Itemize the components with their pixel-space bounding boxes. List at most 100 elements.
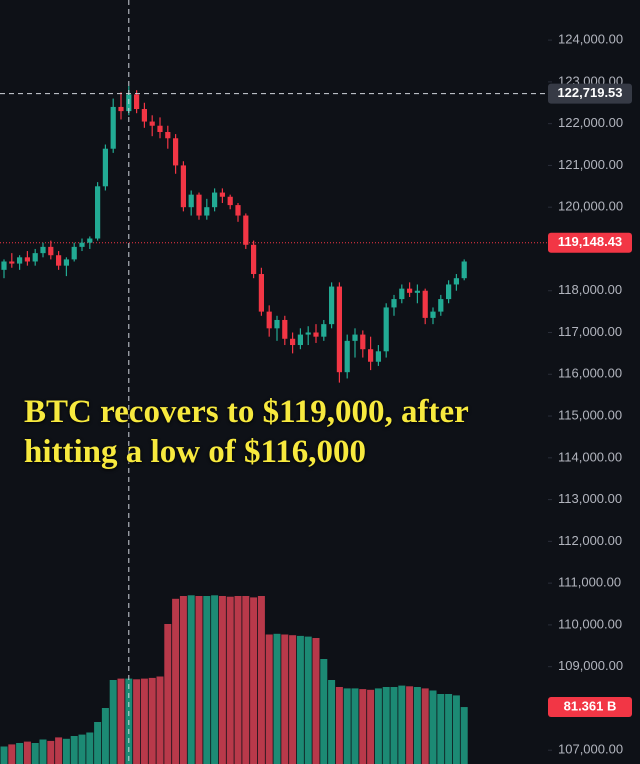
y-tick-label: 112,000.00: [558, 533, 622, 548]
candle-body: [79, 242, 85, 247]
candle-body: [453, 278, 459, 285]
candle-body: [274, 319, 280, 329]
crosshair-label: 122,719.53: [557, 85, 622, 100]
volume-bar: [47, 740, 55, 764]
volume-bar: [382, 687, 390, 764]
volume-bar: [16, 743, 24, 764]
candle-body: [360, 334, 366, 350]
candle-body: [48, 246, 54, 256]
y-tick-label: 122,000.00: [558, 115, 623, 130]
volume-bar: [413, 687, 421, 764]
candle-body: [329, 286, 335, 325]
volume-bar: [70, 736, 78, 764]
volume-bar: [460, 707, 468, 764]
candle-body: [40, 246, 46, 254]
volume-bar: [211, 595, 219, 764]
volume-bar: [86, 732, 94, 764]
y-tick-label: 124,000.00: [558, 32, 623, 47]
volume-bar: [242, 596, 250, 764]
candle-body: [422, 290, 428, 318]
candle-body: [266, 311, 272, 329]
volume-bar: [406, 686, 414, 764]
volume-bar: [445, 694, 453, 764]
candle-body: [141, 109, 147, 122]
candle-body: [56, 255, 62, 266]
candle-body: [313, 332, 319, 337]
y-tick-label: 117,000.00: [558, 324, 622, 339]
candle-body: [258, 274, 264, 312]
volume-bar: [273, 633, 281, 764]
candle-body: [297, 334, 303, 346]
volume-bar: [195, 596, 203, 764]
volume-bar: [312, 638, 320, 764]
candle-body: [251, 244, 257, 275]
candle-body: [173, 138, 179, 166]
volume-label-box: [548, 697, 632, 718]
volume-bar: [281, 634, 289, 764]
last-price-label: 119,148.43: [558, 234, 622, 249]
candle-body: [63, 259, 69, 266]
candle-body: [407, 288, 413, 293]
y-tick-label: 114,000.00: [558, 449, 622, 464]
candle-body: [368, 349, 374, 362]
volume-bar: [31, 743, 39, 764]
candle-body: [438, 299, 444, 312]
volume-bar: [296, 635, 304, 764]
last-price-label-box: [548, 232, 632, 253]
volume-bar: [320, 659, 328, 764]
volume-bar: [62, 738, 70, 764]
volume-bar: [187, 595, 195, 764]
candle-body: [414, 290, 420, 293]
volume-bar: [351, 688, 359, 764]
volume-bar: [234, 596, 242, 764]
candle-body: [118, 106, 124, 112]
candle-body: [165, 131, 171, 139]
candle-body: [375, 351, 381, 362]
volume-bar: [117, 678, 125, 764]
volume-bar: [172, 598, 180, 764]
volume-bar: [8, 744, 16, 764]
volume-bar: [156, 676, 164, 764]
candle-body: [110, 106, 116, 149]
volume-bar: [140, 678, 148, 764]
candle-body: [95, 186, 101, 239]
volume-bar: [390, 687, 398, 764]
candle-body: [212, 192, 218, 208]
volume-bar: [148, 677, 156, 764]
volume-bar: [374, 688, 382, 764]
volume-bar: [109, 680, 117, 764]
y-tick-label: 109,000.00: [558, 658, 623, 673]
candle-body: [461, 261, 467, 279]
candle-body: [149, 121, 155, 126]
volume-bar: [304, 636, 312, 764]
headline: BTC recovers to $119,000, after hitting …: [24, 394, 469, 470]
candle-body: [305, 332, 311, 335]
volume-bar: [101, 708, 109, 764]
candle-body: [430, 311, 436, 318]
volume-bar: [421, 688, 429, 764]
volume-bar: [359, 689, 367, 764]
y-tick-label: 111,000.00: [558, 575, 621, 590]
volume-bar: [164, 624, 172, 764]
candle-body: [32, 253, 38, 262]
candle-body: [336, 286, 342, 373]
candle-body: [9, 261, 15, 264]
volume-bar: [250, 597, 258, 764]
candle-body: [180, 165, 186, 208]
candle-body: [391, 299, 397, 308]
volume-bar: [429, 690, 437, 764]
candle-body: [204, 207, 210, 216]
volume-bar: [257, 596, 265, 764]
volume-bar: [452, 695, 460, 764]
volume-bar: [226, 596, 234, 764]
candle-body: [24, 257, 30, 262]
y-tick-label: 116,000.00: [558, 366, 622, 381]
candle-body: [196, 194, 202, 216]
candle-body: [344, 340, 350, 373]
volume-bar: [335, 687, 343, 764]
volume-bar: [78, 734, 86, 764]
volume-bar: [94, 722, 102, 764]
candle-body: [188, 194, 194, 208]
